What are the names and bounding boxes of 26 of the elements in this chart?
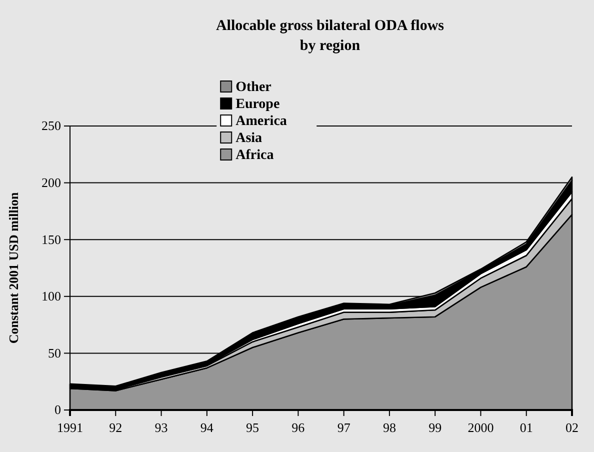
- x-tick-label: 99: [428, 420, 442, 435]
- x-tick-label: 94: [200, 420, 214, 435]
- x-tick-label: 01: [520, 420, 533, 435]
- y-tick-label: 0: [54, 402, 61, 418]
- x-tick-label: 98: [382, 420, 396, 435]
- x-tick-label: 1991: [57, 420, 83, 435]
- legend-label: America: [236, 114, 287, 129]
- x-tick-label: 96: [292, 420, 306, 435]
- y-tick-label: 200: [42, 174, 61, 190]
- x-tick-label: 95: [246, 420, 260, 435]
- x-tick-label: 93: [154, 420, 168, 435]
- y-tick-label: 50: [48, 345, 61, 360]
- legend-label: Asia: [236, 131, 262, 146]
- legend-label: Africa: [236, 148, 274, 163]
- x-tick-label: 97: [337, 420, 351, 435]
- y-tick-label: 250: [42, 118, 61, 134]
- chart-title: Allocable gross bilateral ODA flows: [216, 18, 444, 34]
- y-axis-title: Constant 2001 USD million: [6, 192, 21, 344]
- x-tick-label: 02: [566, 420, 578, 435]
- x-tick-label: 92: [109, 420, 122, 435]
- x-tick-label: 2000: [468, 420, 494, 435]
- legend-label: Europe: [236, 97, 280, 112]
- y-tick-label: 100: [42, 288, 61, 304]
- y-tick-label: 150: [42, 232, 61, 247]
- legend-label: Other: [236, 80, 272, 95]
- chart-subtitle: by region: [300, 38, 361, 54]
